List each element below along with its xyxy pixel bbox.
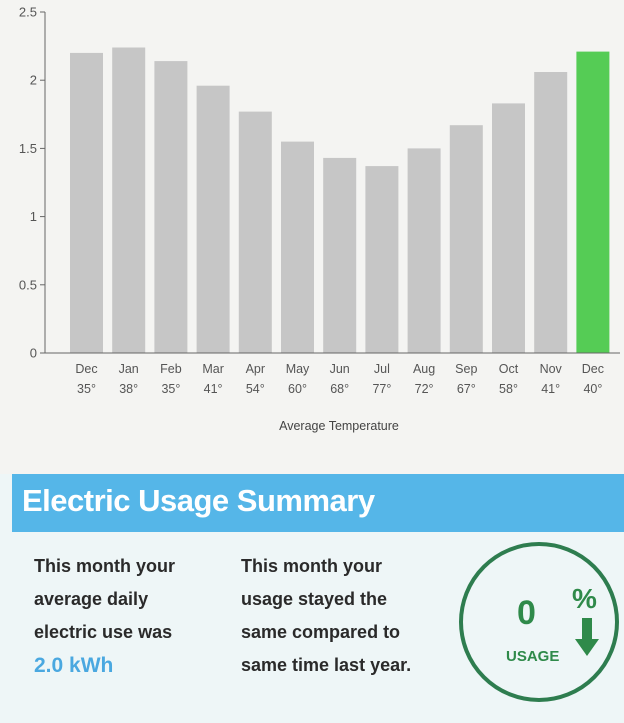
x-tick-month-11: Nov xyxy=(540,362,563,376)
comparison-line-4: same time last year. xyxy=(241,655,412,675)
bar-2 xyxy=(154,61,188,353)
y-tick-label-4: 2 xyxy=(30,73,37,88)
daily-use-text: This month your average daily electric u… xyxy=(34,550,224,682)
x-tick-temp-0: 35° xyxy=(77,382,96,396)
bar-4 xyxy=(238,111,272,353)
x-tick-temp-10: 58° xyxy=(499,382,518,396)
bar-chart-svg: Dec 35° Jan 38° Feb 35° Mar 41° Apr 54° May 60° Jun 6… xyxy=(19,5,620,433)
summary-title: Electric Usage Summary xyxy=(22,483,375,518)
x-tick-month-1: Jan xyxy=(119,362,139,376)
comparison-line-2: usage stayed the xyxy=(241,589,388,609)
summary-header: Electric Usage Summary xyxy=(12,474,624,532)
y-tick-label-5: 2.5 xyxy=(19,5,37,20)
x-tick-month-7: Jul xyxy=(374,362,390,376)
bar-8 xyxy=(407,148,441,353)
bar-0 xyxy=(70,52,103,354)
x-tick-month-2: Feb xyxy=(160,362,182,376)
daily-use-value: 2.0 kWh xyxy=(34,654,114,677)
daily-use-line-1: This month your xyxy=(34,556,175,576)
usage-change-label: USAGE xyxy=(506,648,560,665)
usage-summary-panel: Electric Usage Summary This month your a… xyxy=(0,474,624,723)
bar-5 xyxy=(281,141,314,353)
x-axis-title: Average Temperature xyxy=(279,419,399,433)
x-tick-month-9: Sep xyxy=(455,362,477,376)
x-tick-temp-1: 38° xyxy=(119,382,138,396)
comparison-line-3: same compared to xyxy=(241,622,401,642)
x-tick-temp-7: 77° xyxy=(372,382,391,396)
daily-use-line-2: average daily xyxy=(34,589,149,609)
x-tick-temp-8: 72° xyxy=(415,382,434,396)
x-tick-month-0: Dec xyxy=(75,362,97,376)
x-tick-month-5: May xyxy=(286,362,310,376)
usage-chart: Dec 35° Jan 38° Feb 35° Mar 41° Apr 54° May 60° Jun 6… xyxy=(19,5,620,433)
bar-9 xyxy=(449,125,483,353)
x-tick-month-4: Apr xyxy=(246,362,265,376)
x-tick-temp-6: 68° xyxy=(330,382,349,396)
bar-11 xyxy=(534,72,568,353)
x-tick-temp-11: 41° xyxy=(541,382,560,396)
x-tick-temp-4: 54° xyxy=(246,382,265,396)
y-tick-label-0: 0 xyxy=(30,346,37,361)
comparison-line-1: This month your xyxy=(241,556,382,576)
x-tick-month-8: Aug xyxy=(413,362,435,376)
usage-change-badge: 0 % USAGE xyxy=(459,542,619,702)
y-tick-label-3: 1.5 xyxy=(19,141,37,156)
y-tick-label-1: 0.5 xyxy=(19,277,37,292)
bar-7 xyxy=(365,166,399,353)
daily-use-line-3: electric use was xyxy=(34,622,173,642)
bar-3 xyxy=(196,85,230,353)
x-tick-temp-3: 41° xyxy=(204,382,223,396)
x-tick-month-12: Dec xyxy=(582,362,604,376)
y-tick-label-2: 1 xyxy=(30,209,37,224)
x-tick-temp-9: 67° xyxy=(457,382,476,396)
x-tick-temp-5: 60° xyxy=(288,382,307,396)
usage-change-unit: % xyxy=(572,583,597,614)
usage-change-value: 0 xyxy=(517,594,536,632)
comparison-text: This month your usage stayed the same co… xyxy=(241,550,441,682)
x-tick-temp-2: 35° xyxy=(161,382,180,396)
x-tick-month-6: Jun xyxy=(330,362,350,376)
bar-1 xyxy=(112,47,146,353)
bar-10 xyxy=(492,103,525,354)
bar-12 xyxy=(576,51,610,353)
x-tick-temp-12: 40° xyxy=(583,382,602,396)
arrow-down-icon xyxy=(575,618,599,656)
bar-6 xyxy=(323,157,357,353)
x-tick-month-10: Oct xyxy=(499,362,519,376)
x-tick-month-3: Mar xyxy=(202,362,224,376)
